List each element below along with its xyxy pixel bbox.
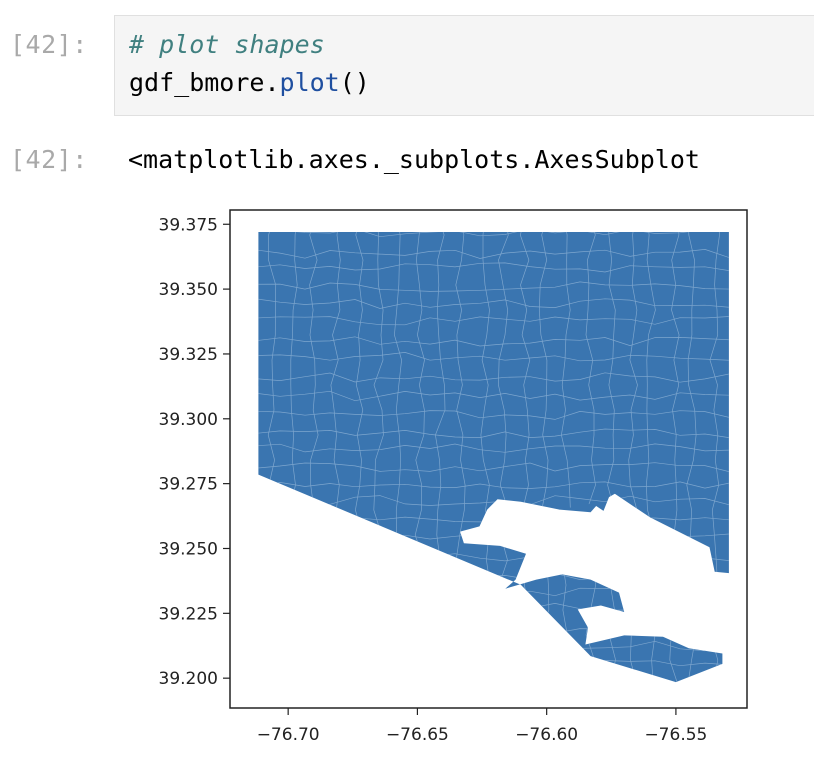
output-prompt: [42]: — [10, 145, 88, 174]
x-tick-label: −76.70 — [257, 725, 320, 745]
y-tick-label: 39.225 — [159, 604, 218, 624]
code-parens: () — [339, 68, 370, 97]
x-tick-label: −76.65 — [386, 725, 449, 745]
map-plot: −76.70 −76.65 −76.60 −76.55 39.37539.35039.… — [159, 209, 748, 745]
y-tick-label: 39.325 — [159, 345, 218, 365]
code-method: plot — [279, 68, 340, 97]
y-tick-label: 39.275 — [159, 475, 218, 495]
x-tick-label: −76.55 — [644, 725, 707, 745]
code-line-comment: # plot shapes — [129, 30, 325, 59]
y-tick-label: 39.200 — [159, 669, 218, 689]
output-repr-text: <matplotlib.axes._subplots.AxesSubplot — [128, 145, 700, 174]
code-object: gdf_bmore. — [129, 68, 280, 97]
input-prompt: [42]: — [10, 30, 88, 59]
y-tick-label: 39.375 — [159, 215, 218, 235]
x-tick-label: −76.60 — [515, 725, 578, 745]
code-cell-input[interactable]: # plot shapes gdf_bmore.plot() — [114, 15, 814, 116]
peninsula-shape — [531, 487, 603, 513]
y-axis: 39.375 39.350 39.325 39.300 39.275 39.250 39.2… — [159, 215, 230, 689]
x-axis: −76.70 −76.65 −76.60 −76.55 — [257, 708, 707, 745]
y-tick-label: 39.350 — [159, 280, 218, 300]
code-comment: # plot shapes — [129, 30, 325, 59]
axes-frame — [229, 209, 748, 709]
code-line-statement: gdf_bmore.plot() — [129, 68, 370, 97]
y-tick-label: 39.300 — [159, 410, 218, 430]
map-layer — [258, 232, 729, 683]
y-tick-label: 39.250 — [159, 539, 218, 559]
city-boundary-shape — [258, 232, 729, 683]
